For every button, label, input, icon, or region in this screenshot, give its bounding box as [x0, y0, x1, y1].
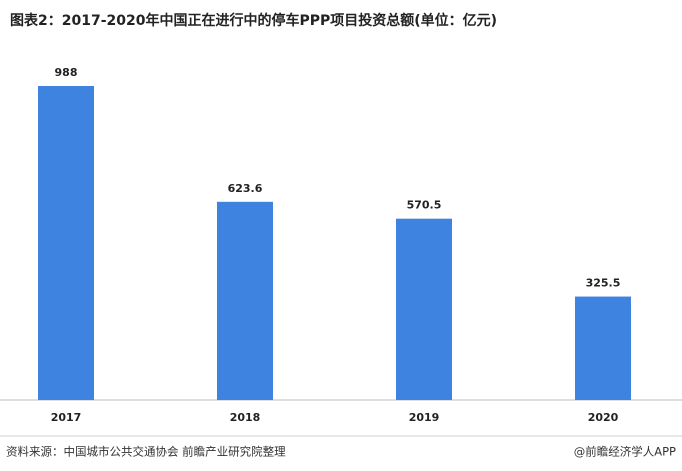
x-tick-label: 2019	[409, 411, 440, 424]
x-tick-label: 2020	[588, 411, 619, 424]
credit: @前瞻经济学人APP	[574, 445, 676, 459]
value-label: 325.5	[586, 277, 621, 290]
x-tick-label: 2018	[230, 411, 261, 424]
bar	[575, 296, 631, 400]
source-note: 资料来源：中国城市公共交通协会 前瞻产业研究院整理	[6, 445, 286, 459]
value-label: 623.6	[228, 182, 263, 195]
value-label: 570.5	[407, 199, 442, 212]
value-label: 988	[55, 66, 78, 79]
bar	[217, 201, 273, 400]
chart-title: 图表2：2017-2020年中国正在进行中的停车PPP项目投资总额(单位：亿元)	[10, 12, 497, 29]
x-tick-label: 2017	[51, 411, 82, 424]
bar	[38, 86, 94, 400]
bar	[396, 218, 452, 400]
